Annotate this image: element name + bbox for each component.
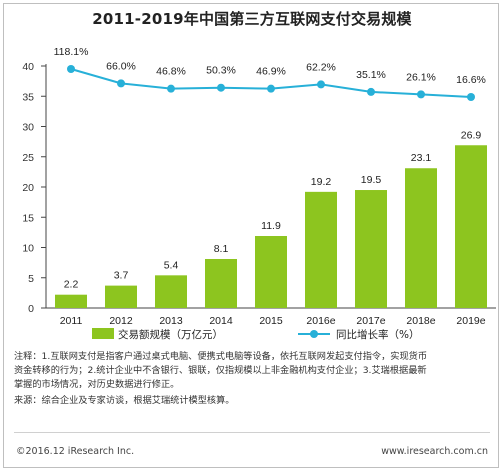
growth-value-label: 66.0% <box>106 60 136 72</box>
growth-point <box>67 65 75 73</box>
y-tick-label: 15 <box>22 212 34 224</box>
growth-value-label: 50.3% <box>206 65 236 77</box>
y-tick-label: 5 <box>28 273 34 285</box>
y-tick-label: 0 <box>28 303 34 315</box>
growth-point <box>267 84 275 93</box>
chart-title: 2011-2019年中国第三方互联网支付交易规模 <box>92 10 412 28</box>
bar <box>205 258 237 308</box>
note-line-3: 掌握的市场情况，对历史数据进行修正。 <box>14 379 180 390</box>
bar-value-label: 26.9 <box>461 129 482 141</box>
bar <box>255 236 287 308</box>
legend-bar-label: 交易额规模（万亿元） <box>118 328 223 341</box>
x-tick-label: 2013 <box>159 315 183 327</box>
footer-divider <box>14 432 490 433</box>
bar-value-label: 11.9 <box>261 220 281 232</box>
x-tick-label: 2016e <box>306 315 335 327</box>
growth-point <box>117 79 125 88</box>
note-line-2: 资金转移的行为；2.统计企业中不含银行、银联，仅指规模以上非金融机构支付企业；3… <box>14 365 427 376</box>
bar <box>405 168 437 308</box>
x-tick-label: 2018e <box>406 315 435 327</box>
bar-value-label: 5.4 <box>164 259 179 271</box>
bar-value-label: 3.7 <box>114 270 129 282</box>
growth-value-label: 16.6% <box>456 74 486 86</box>
x-tick-label: 2019e <box>456 315 485 327</box>
source-note: 来源：综合企业及专家访谈，根据艾瑞统计模型核算。 <box>14 395 235 406</box>
growth-value-label: 26.1% <box>406 71 436 83</box>
bar-value-label: 8.1 <box>214 243 229 255</box>
y-tick-label: 25 <box>22 152 34 164</box>
growth-point <box>467 93 475 101</box>
x-tick-label: 2017e <box>356 315 385 327</box>
bar-value-label: 19.2 <box>311 176 332 188</box>
bar <box>155 275 187 308</box>
growth-value-label: 62.2% <box>306 61 336 73</box>
growth-point <box>367 87 375 96</box>
growth-point <box>217 83 225 92</box>
growth-value-label: 46.9% <box>256 66 286 78</box>
note-line-1: 注释：1.互联网支付是指客户通过桌式电脑、便携式电脑等设备，依托互联网发起支付指… <box>14 351 428 362</box>
copyright-text: ©2016.12 iResearch Inc. <box>16 446 135 457</box>
legend-line-marker <box>310 330 318 338</box>
bar <box>305 191 337 308</box>
x-tick-label: 2012 <box>109 315 133 327</box>
growth-point <box>417 90 425 99</box>
legend-bar-swatch <box>92 328 114 339</box>
growth-value-label: 46.8% <box>156 66 186 78</box>
growth-value-label: 35.1% <box>356 69 386 81</box>
y-tick-label: 35 <box>22 91 34 103</box>
y-tick-label: 20 <box>22 182 34 194</box>
growth-point <box>167 84 175 93</box>
x-tick-label: 2014 <box>209 315 233 327</box>
bar-value-label: 2.2 <box>64 279 79 291</box>
bar <box>105 285 137 308</box>
y-tick-label: 30 <box>22 122 34 134</box>
legend-line-label: 同比增长率（%） <box>336 328 419 341</box>
bar-value-label: 19.5 <box>361 174 382 186</box>
bar <box>55 294 87 308</box>
growth-value-label: 118.1% <box>54 46 89 58</box>
y-tick-label: 10 <box>22 243 34 255</box>
bar <box>455 145 487 308</box>
x-tick-label: 2011 <box>60 315 83 327</box>
growth-point <box>317 80 325 89</box>
bar <box>355 190 387 308</box>
x-tick-label: 2015 <box>259 315 283 327</box>
website-text: www.iresearch.com.cn <box>381 446 488 457</box>
y-tick-label: 40 <box>22 61 34 73</box>
bar-value-label: 23.1 <box>411 152 432 164</box>
